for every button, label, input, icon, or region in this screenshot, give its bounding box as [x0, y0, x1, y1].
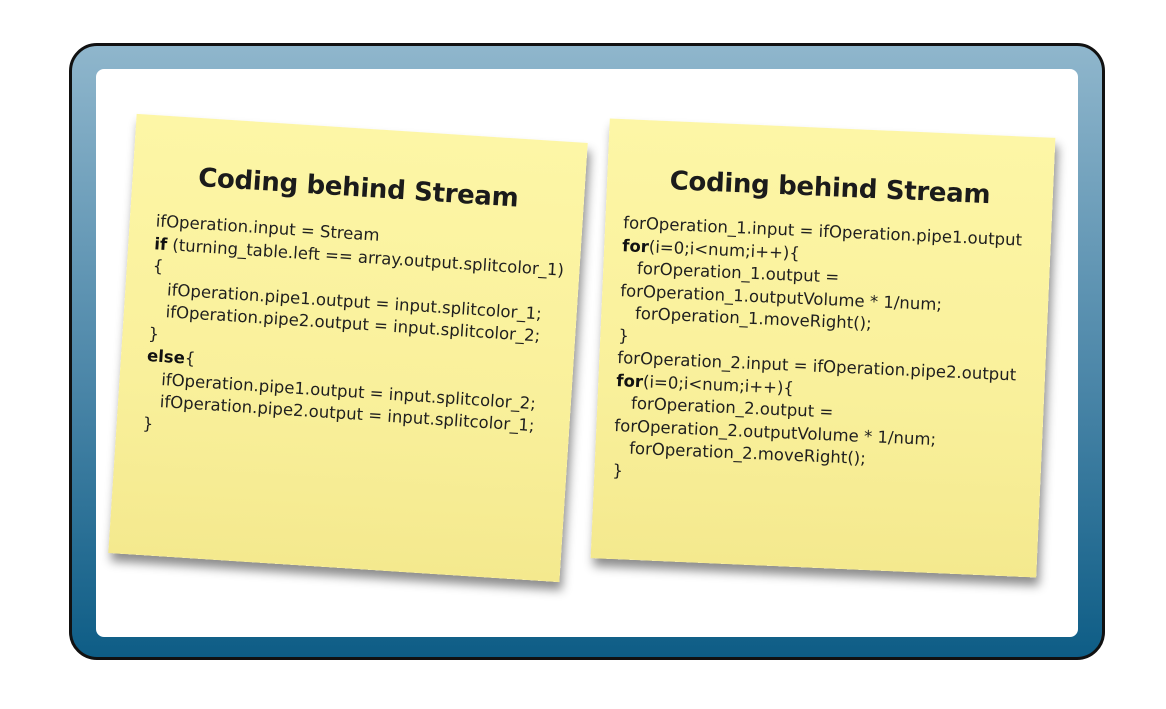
code-keyword: for — [621, 235, 650, 256]
code-keyword: for — [615, 370, 644, 391]
code-text: } — [617, 325, 630, 346]
code-block: ifOperation.input = Stream if (turning_ta… — [116, 209, 582, 463]
code-keyword: if — [153, 233, 168, 254]
code-text: { — [184, 348, 196, 369]
sticky-note-right: Coding behind Stream forOperation_1.inpu… — [590, 118, 1056, 578]
code-text: { — [152, 256, 164, 276]
code-text: } — [612, 460, 624, 480]
code-text: } — [147, 323, 160, 344]
code-block: forOperation_1.input = ifOperation.pipe1… — [594, 211, 1051, 500]
code-text: } — [142, 413, 154, 434]
sticky-note-left: Coding behind Stream ifOperation.input =… — [108, 113, 588, 583]
code-keyword: else — [146, 346, 186, 368]
